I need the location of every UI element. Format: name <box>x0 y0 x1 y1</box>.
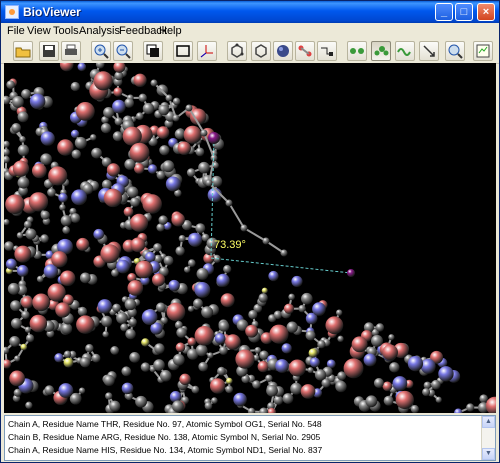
atom-info-line: Chain B, Residue Name ARG, Residue No. 1… <box>8 432 321 442</box>
menu-tools[interactable]: Tools <box>53 25 79 37</box>
atoms-button[interactable] <box>347 41 367 61</box>
ring-icon <box>231 43 244 58</box>
copy-button[interactable] <box>143 41 163 61</box>
cluster-button[interactable] <box>371 41 391 61</box>
menu-analysis[interactable]: Analysis <box>79 25 120 37</box>
angle-measure-label: 73.39° <box>214 239 246 251</box>
menu-feedback[interactable]: Feedback <box>119 25 168 37</box>
wave-icon <box>397 48 411 56</box>
frame-button[interactable] <box>173 41 193 61</box>
atom-info-line: Chain A, Residue Name THR, Residue No. 9… <box>8 419 322 429</box>
info-scrollbar[interactable]: ▲ ▼ <box>481 416 495 460</box>
app-icon <box>5 5 19 19</box>
molecule-viewport[interactable]: 73.39° <box>4 63 496 413</box>
ligand-chain <box>150 79 288 257</box>
axes-icon <box>200 45 213 58</box>
atom-info-line: Chain A, Residue Name HIS, Residue No. 1… <box>8 445 323 455</box>
export-icon <box>476 44 490 58</box>
search-button[interactable] <box>445 41 465 61</box>
scroll-up-button[interactable]: ▲ <box>482 416 495 428</box>
zoom-out-button[interactable] <box>113 41 133 61</box>
molecule-canvas[interactable] <box>4 63 496 413</box>
print-button[interactable] <box>61 41 81 61</box>
wave-button[interactable] <box>395 41 415 61</box>
molecule-button[interactable] <box>273 41 293 61</box>
zoom-in-button[interactable] <box>91 41 111 61</box>
scroll-down-button[interactable]: ▼ <box>482 448 495 460</box>
ring-button[interactable] <box>227 41 247 61</box>
cluster-icon <box>374 46 389 56</box>
menu-bar: File View Tools Analysis Feedback Help <box>1 23 499 41</box>
axes-button[interactable] <box>197 41 217 61</box>
open-folder-button[interactable] <box>13 41 33 61</box>
atoms-icon <box>350 48 364 54</box>
copy-icon <box>146 44 159 57</box>
bond-icon <box>298 45 312 57</box>
save-button[interactable] <box>39 41 59 61</box>
open-folder-icon <box>15 47 31 58</box>
frame-icon <box>176 45 190 57</box>
pin-button[interactable] <box>419 41 439 61</box>
hexagon-icon <box>255 44 267 58</box>
bond-button[interactable] <box>295 41 315 61</box>
save-icon <box>43 45 55 57</box>
hexagon-button[interactable] <box>251 41 271 61</box>
menu-file[interactable]: File <box>7 25 25 37</box>
print-icon <box>65 44 77 55</box>
export-button[interactable] <box>473 41 493 61</box>
maximize-button[interactable]: □ <box>455 3 473 21</box>
atom-info-panel: Chain A, Residue Name THR, Residue No. 9… <box>4 415 496 461</box>
angle-measure <box>208 132 355 277</box>
molecule-icon <box>277 45 289 57</box>
toolbar <box>1 41 499 64</box>
menu-view[interactable]: View <box>27 25 51 37</box>
pin-icon <box>423 45 435 57</box>
title-bar[interactable]: BioViewer _ □ × <box>1 1 499 23</box>
search-icon <box>448 44 463 59</box>
menu-help[interactable]: Help <box>159 25 182 37</box>
minimize-button[interactable]: _ <box>435 3 453 21</box>
zoom-in-icon <box>94 44 109 59</box>
atom-layer <box>4 63 496 413</box>
chain-button[interactable] <box>317 41 337 61</box>
zoom-out-icon <box>116 44 131 59</box>
chain-icon <box>321 47 333 56</box>
close-button[interactable]: × <box>477 3 495 21</box>
window-title: BioViewer <box>23 5 81 19</box>
